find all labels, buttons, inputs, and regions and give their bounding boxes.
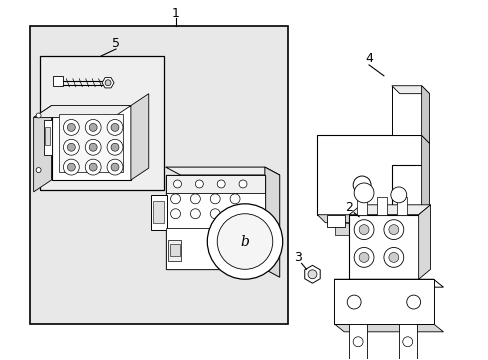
Circle shape (383, 247, 403, 267)
Circle shape (89, 143, 97, 151)
Circle shape (353, 247, 373, 267)
Circle shape (217, 214, 272, 269)
Circle shape (207, 204, 282, 279)
Circle shape (67, 143, 75, 151)
Circle shape (111, 123, 119, 131)
Circle shape (89, 163, 97, 171)
Circle shape (63, 120, 79, 135)
Circle shape (107, 159, 122, 175)
Circle shape (390, 187, 406, 203)
Polygon shape (34, 105, 131, 117)
Bar (150, 195, 166, 230)
Circle shape (353, 220, 373, 239)
Bar (396, 197, 406, 215)
Bar (165, 228, 264, 269)
Polygon shape (348, 205, 429, 215)
Circle shape (352, 337, 362, 347)
Polygon shape (34, 105, 51, 192)
Bar (30, 26, 287, 324)
Bar (165, 175, 264, 269)
Circle shape (210, 209, 220, 219)
Circle shape (406, 295, 420, 309)
Bar (165, 175, 264, 193)
Text: 3: 3 (293, 251, 301, 264)
Circle shape (352, 176, 370, 194)
Circle shape (170, 194, 180, 204)
Circle shape (239, 180, 246, 188)
Circle shape (107, 139, 122, 155)
Text: 4: 4 (365, 53, 372, 66)
Polygon shape (334, 279, 443, 287)
Bar (60, 113, 122, 172)
Circle shape (36, 168, 41, 172)
Circle shape (63, 139, 79, 155)
Circle shape (67, 123, 75, 131)
Circle shape (63, 159, 79, 175)
Circle shape (190, 209, 200, 219)
Circle shape (107, 120, 122, 135)
Bar (40, 56, 163, 190)
Bar (169, 244, 179, 256)
Polygon shape (317, 215, 428, 223)
Circle shape (36, 113, 41, 118)
Bar (44, 127, 49, 145)
Bar (165, 193, 264, 228)
Text: 1: 1 (171, 7, 179, 20)
Circle shape (67, 163, 75, 171)
Bar (376, 197, 386, 215)
Circle shape (85, 120, 101, 135)
Polygon shape (102, 78, 114, 88)
Circle shape (402, 337, 412, 347)
Bar (167, 239, 181, 261)
Bar (356, 197, 366, 215)
Circle shape (307, 270, 316, 279)
Polygon shape (131, 94, 148, 180)
Circle shape (346, 295, 360, 309)
Circle shape (111, 143, 119, 151)
Bar (335, 223, 352, 235)
Bar (348, 215, 418, 279)
Circle shape (358, 252, 368, 262)
Bar (43, 121, 51, 155)
Polygon shape (391, 86, 428, 94)
Circle shape (353, 183, 373, 203)
Polygon shape (391, 86, 421, 135)
Bar (51, 105, 131, 180)
Polygon shape (421, 135, 428, 223)
Circle shape (383, 220, 403, 239)
Bar (348, 324, 366, 359)
Circle shape (230, 209, 240, 219)
Bar (152, 201, 163, 223)
Circle shape (217, 180, 224, 188)
Text: b: b (240, 234, 249, 248)
Polygon shape (317, 135, 421, 215)
Text: 2: 2 (345, 201, 352, 214)
Circle shape (358, 225, 368, 235)
Bar (398, 324, 416, 359)
Circle shape (105, 80, 111, 86)
Bar (53, 76, 63, 86)
Circle shape (170, 209, 180, 219)
Circle shape (89, 123, 97, 131)
Circle shape (85, 139, 101, 155)
Text: 5: 5 (112, 37, 120, 50)
Circle shape (85, 159, 101, 175)
Circle shape (388, 225, 398, 235)
Circle shape (388, 252, 398, 262)
Circle shape (210, 194, 220, 204)
Polygon shape (418, 205, 429, 279)
Circle shape (173, 180, 181, 188)
Circle shape (195, 180, 203, 188)
Polygon shape (264, 167, 279, 277)
Circle shape (190, 194, 200, 204)
Bar (334, 279, 433, 324)
Bar (326, 215, 345, 227)
Circle shape (230, 194, 240, 204)
Polygon shape (304, 265, 320, 283)
Polygon shape (165, 167, 279, 175)
Polygon shape (421, 86, 428, 143)
Polygon shape (334, 324, 443, 332)
Circle shape (111, 163, 119, 171)
